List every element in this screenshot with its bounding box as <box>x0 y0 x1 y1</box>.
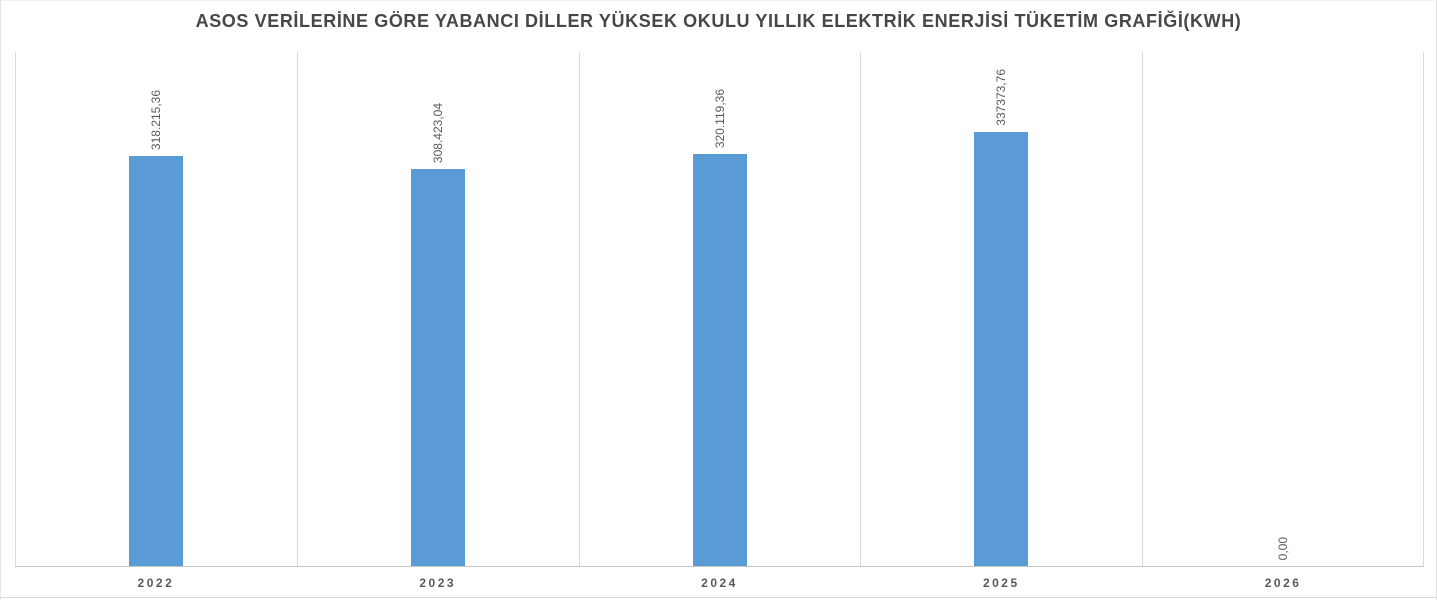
category-gridline <box>579 52 580 566</box>
bar-value-text: 0,00 <box>1276 536 1290 560</box>
x-axis-label: 2023 <box>419 575 457 590</box>
bar-value-label: 337373,76 <box>991 69 1011 126</box>
bar <box>129 156 183 566</box>
category-gridline <box>1142 52 1143 566</box>
x-axis-strip: 2022 2023 2024 2025 2026 <box>1 568 1436 598</box>
bar-value-text: 308.423,04 <box>431 102 445 163</box>
bar-value-text: 318.215,36 <box>149 89 163 150</box>
bar <box>693 154 747 566</box>
bar-value-label: 0,00 <box>1273 537 1293 560</box>
bar <box>974 132 1028 566</box>
x-axis-label: 2025 <box>982 575 1020 590</box>
category-gridline <box>297 52 298 566</box>
x-axis-label: 2024 <box>701 575 738 590</box>
bar-value-text: 337373,76 <box>994 69 1008 126</box>
chart-title: ASOS VERİLERİNE GÖRE YABANCI DİLLER YÜKS… <box>195 11 1242 31</box>
bar-value-label: 308.423,04 <box>428 103 448 163</box>
bar-value-text: 320.119,36 <box>713 88 727 148</box>
plot-area: 318.215,36 308.423,04 320.119,36 337373,76 0… <box>15 52 1424 567</box>
x-axis-labels: 2022 2023 2024 2025 2026 <box>15 568 1424 597</box>
x-axis-label: 2022 <box>137 575 175 590</box>
x-axis-label: 2026 <box>1264 575 1302 590</box>
category-gridline <box>860 52 861 566</box>
category-gridline <box>15 52 16 566</box>
category-gridline <box>1423 52 1424 566</box>
bar-value-label: 318.215,36 <box>146 90 166 150</box>
bar <box>411 169 465 566</box>
bar-value-label: 320.119,36 <box>710 89 730 148</box>
